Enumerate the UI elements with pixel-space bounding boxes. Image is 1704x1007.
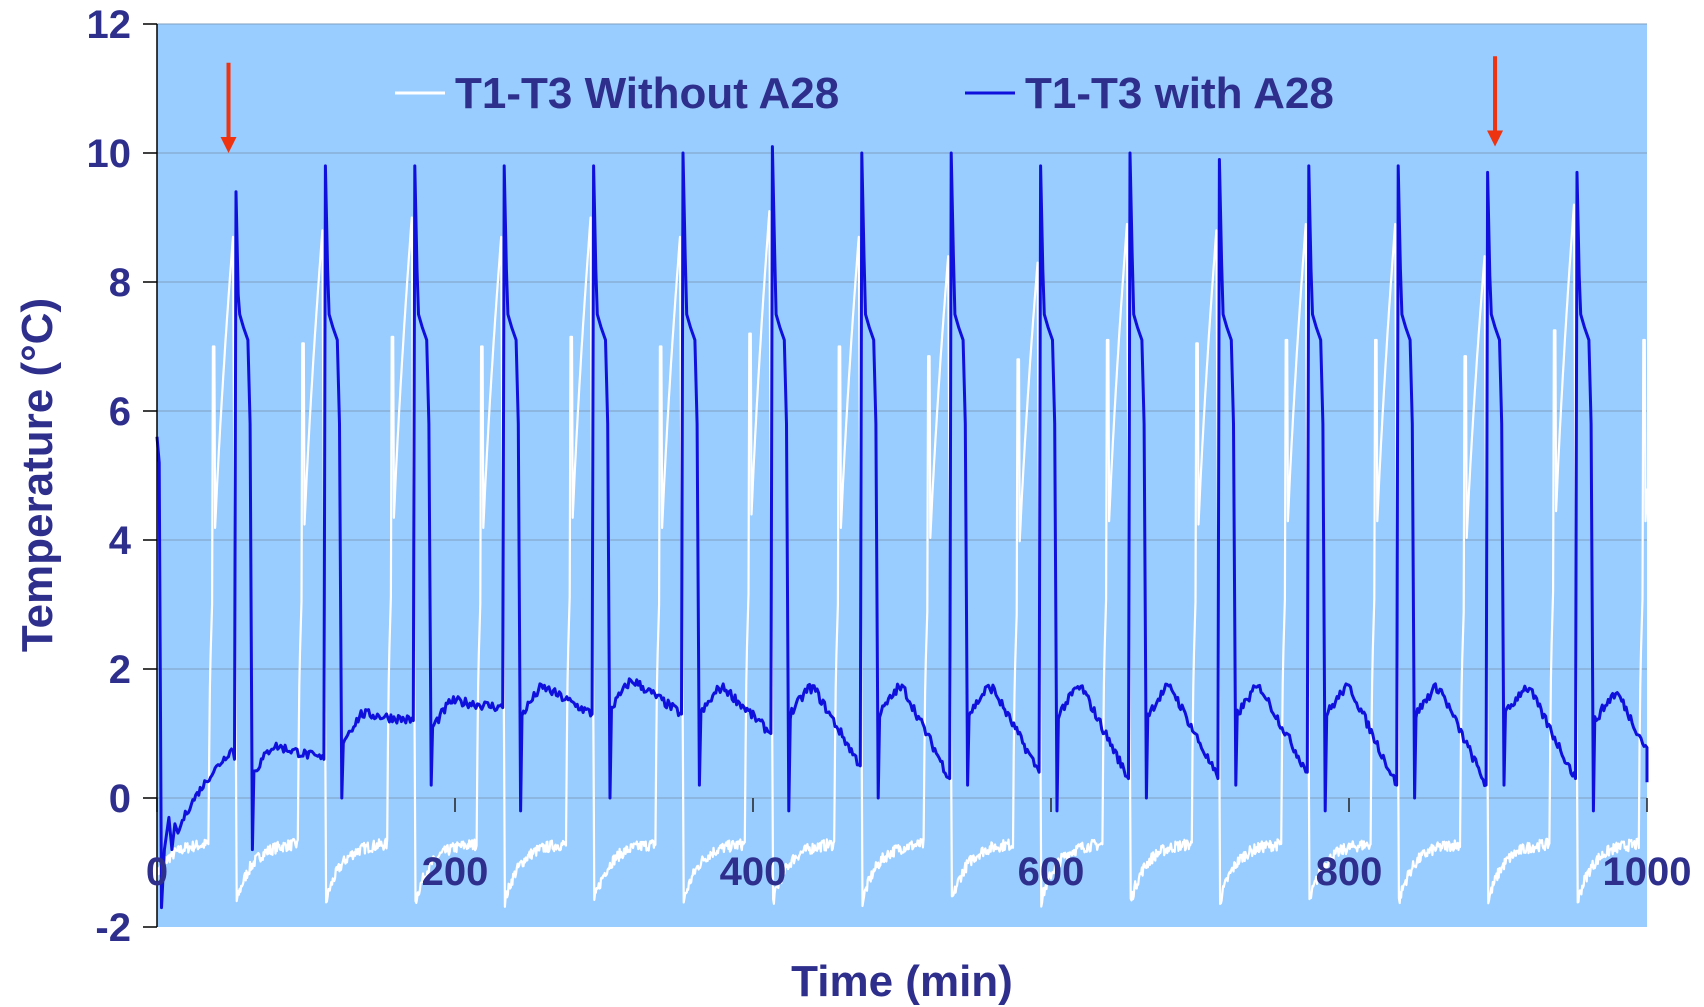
series-line-without-a28 [155, 203, 1649, 908]
y-tick-label--2: -2 [95, 906, 131, 950]
series-line-with-a28 [155, 145, 1649, 910]
x-tick-labels: 0 200 400 600 800 1000 [146, 850, 1692, 894]
annotation-arrow-head-1 [220, 137, 237, 153]
x-tick-label-800: 800 [1316, 850, 1383, 894]
y-tick-label-12: 12 [87, 3, 132, 47]
y-tick-label-2: 2 [109, 648, 131, 692]
legend-label-with-a28: T1-T3 with A28 [1025, 69, 1334, 118]
legend: T1-T3 Without A28 T1-T3 with A28 [395, 69, 1334, 118]
x-tick-label-0: 0 [146, 850, 168, 894]
plot-area [157, 24, 1647, 927]
annotation-arrow-head-2 [1487, 130, 1504, 147]
y-tick-label-6: 6 [109, 390, 131, 434]
x-tick-label-600: 600 [1018, 850, 1085, 894]
y-tick-label-8: 8 [109, 261, 131, 305]
x-tick-label-1000: 1000 [1603, 850, 1692, 894]
y-tick-label-10: 10 [87, 132, 132, 176]
x-axis-title: Time (min) [791, 957, 1013, 1006]
series-without-a28 [155, 203, 1649, 908]
series-with-a28 [155, 145, 1649, 910]
legend-label-without-a28: T1-T3 Without A28 [455, 69, 839, 118]
annotation-arrows [220, 56, 1504, 153]
x-tick-label-400: 400 [720, 850, 787, 894]
y-axis-title: Temperature (°C) [13, 298, 62, 652]
y-tick-label-0: 0 [109, 777, 131, 821]
x-tick-label-200: 200 [422, 850, 489, 894]
y-tick-labels: -2 0 2 4 6 8 10 12 [87, 3, 132, 950]
y-tick-label-4: 4 [109, 519, 132, 563]
